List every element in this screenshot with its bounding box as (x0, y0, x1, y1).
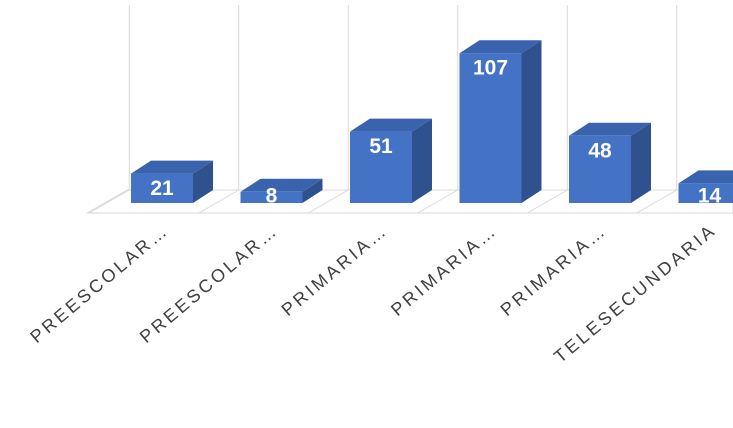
data-label: 48 (588, 139, 612, 162)
bar-top (350, 118, 432, 132)
bar (131, 173, 193, 203)
bar-top (569, 122, 651, 136)
bar (569, 135, 631, 203)
floor-line (636, 189, 677, 214)
bar-side (193, 160, 213, 203)
bar-top (459, 40, 542, 54)
data-label: 8 (266, 185, 278, 208)
bar (240, 191, 303, 203)
data-label: 107 (473, 57, 508, 80)
x-tick-label: PRIMARIA… (278, 220, 392, 320)
data-label: 21 (150, 177, 174, 200)
data-label: 14 (698, 185, 722, 208)
bar-top (131, 160, 213, 174)
bar-top (678, 170, 733, 184)
floor-line (308, 189, 349, 214)
floor-line (527, 189, 568, 214)
floor-line (417, 189, 458, 214)
x-tick-label: PRIMARIA… (497, 220, 611, 320)
floor (85, 189, 733, 214)
x-tick-label: PRIMARIA… (387, 220, 501, 320)
floor-line (89, 189, 130, 214)
bar-side (302, 178, 323, 203)
bar (350, 131, 412, 203)
data-label: 51 (369, 135, 393, 158)
bar (678, 183, 733, 203)
bar (459, 53, 522, 204)
bar-top (240, 178, 323, 192)
bar-side (521, 40, 542, 204)
bar-side (412, 118, 432, 203)
plot-area: 21PREESCOLAR…8PREESCOLAR…51PRIMARIA…107P… (26, 5, 733, 367)
floor-line (198, 189, 239, 214)
bar-side (631, 122, 651, 203)
